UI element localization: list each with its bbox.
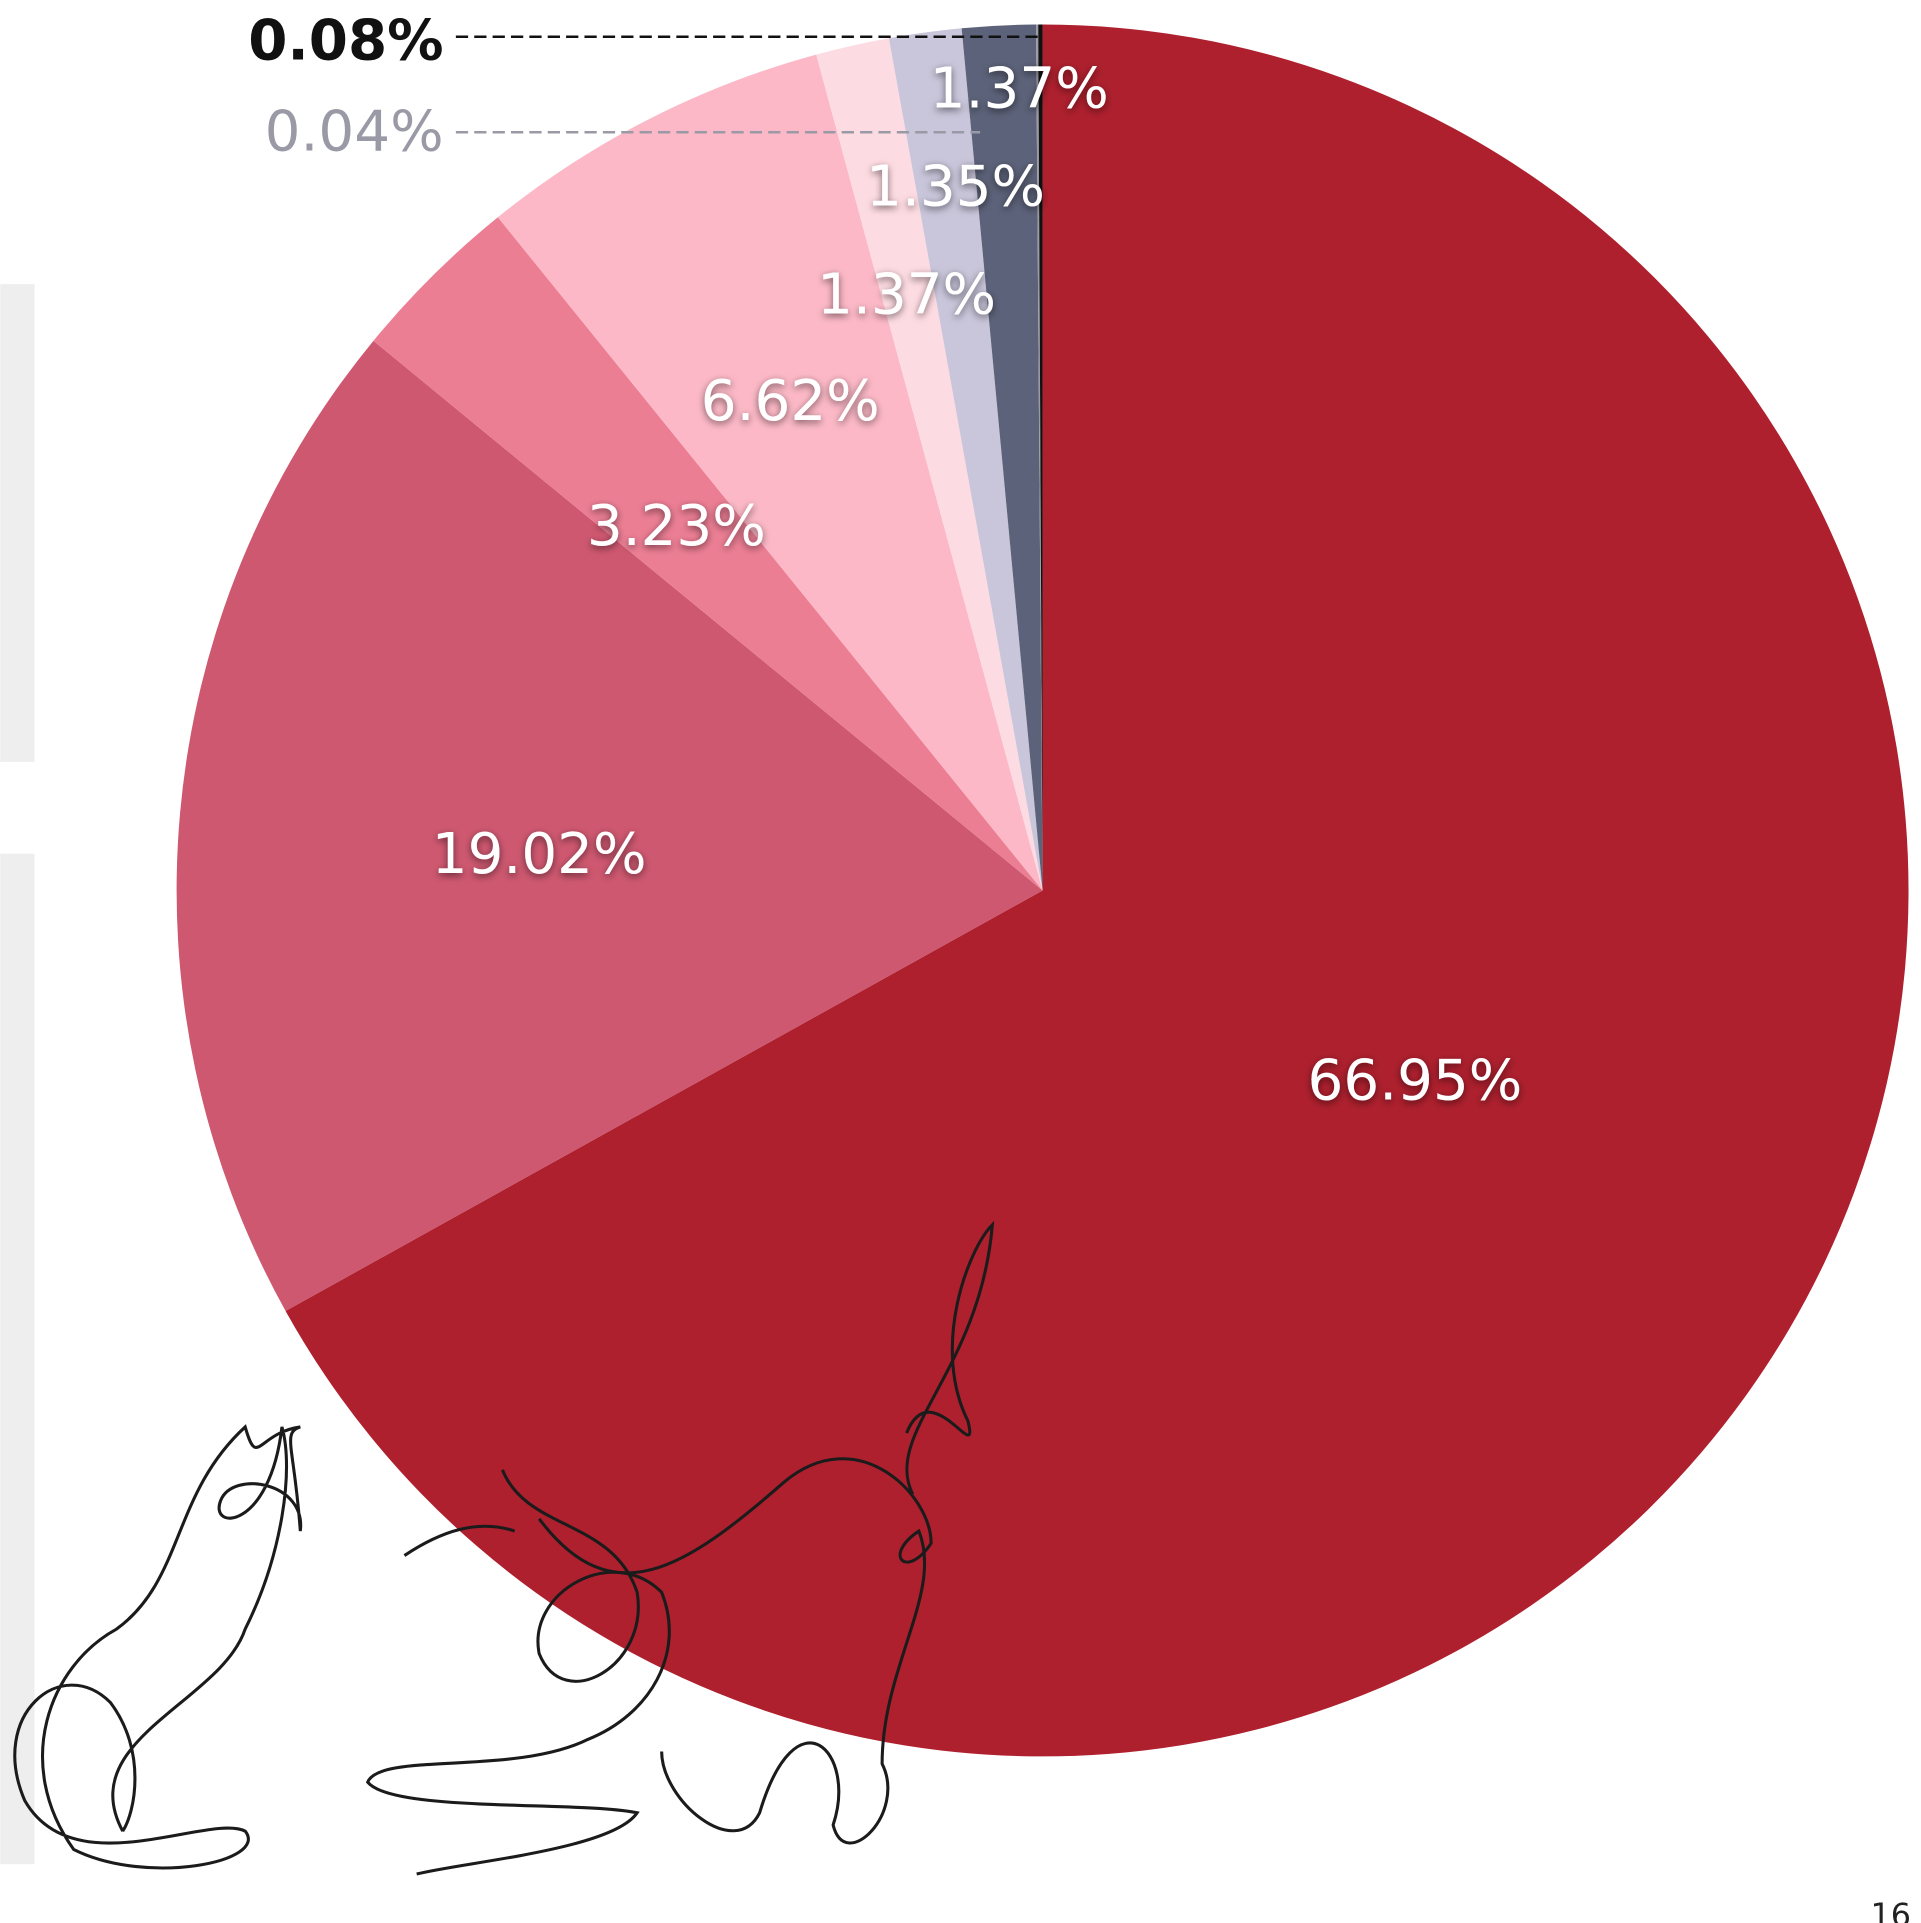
pie-slice: [816, 38, 1043, 891]
side-panel: [0, 853, 35, 1865]
labels: 66.95% 19.02% 3.23% 6.62% 1.37% 1.35% 1.37% 0.0…: [248, 9, 1522, 1114]
pie-slice: [961, 24, 1043, 891]
data-label: 1.35%: [866, 154, 1045, 219]
data-label: 0.08%: [248, 9, 443, 74]
data-label: 66.95%: [1308, 1049, 1523, 1114]
side-panel: [0, 284, 35, 762]
pie-slice: [373, 217, 1043, 891]
data-label: 3.23%: [587, 494, 766, 559]
cat-drawing: [13, 1220, 995, 1876]
data-label: 1.37%: [930, 56, 1109, 121]
data-label: 1.37%: [817, 262, 996, 327]
pie-slice: [497, 54, 1043, 891]
data-label: 0.04%: [265, 99, 444, 164]
pie-slice: [1038, 24, 1043, 891]
label-box: [232, 0, 466, 172]
pie-slice: [888, 28, 1043, 891]
data-label: 6.62%: [701, 369, 880, 434]
pie-slice: [176, 340, 1043, 1311]
page-number: 16: [1870, 1896, 1911, 1923]
pie-slice: [285, 24, 1909, 1757]
pie-slice: [1036, 24, 1043, 891]
pie: [176, 24, 1909, 1757]
data-label: 19.02%: [432, 822, 647, 887]
